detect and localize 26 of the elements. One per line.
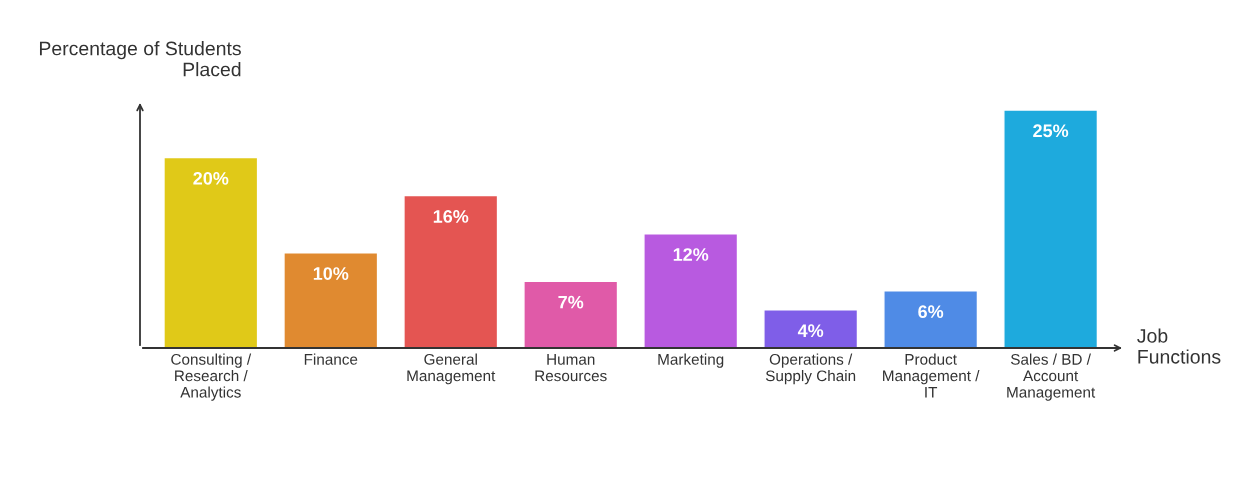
x-tick-label: Consulting / Research / Analytics <box>171 353 252 401</box>
bar <box>403 194 499 348</box>
data-label: 12% <box>673 248 709 261</box>
bar <box>643 233 739 348</box>
data-label: 25% <box>1033 124 1069 138</box>
data-label: 16% <box>433 210 469 223</box>
data-label: 7% <box>558 295 584 309</box>
x-tick-label: Sales / BD / Account Management <box>1007 353 1096 401</box>
bar <box>523 280 619 348</box>
x-axis-title: Job Functions <box>1137 328 1221 364</box>
data-label: 6% <box>918 305 944 319</box>
bar <box>883 290 979 348</box>
data-label: 4% <box>797 324 824 338</box>
x-tick-label: Product Management / IT <box>883 353 980 398</box>
bar <box>763 309 859 348</box>
data-label: 20% <box>193 171 229 185</box>
x-tick-label: Human Resources <box>535 354 607 382</box>
x-tick-label: General Management <box>407 353 496 385</box>
x-tick-label: Finance <box>304 353 358 365</box>
bar <box>163 156 259 348</box>
x-tick-label: Operations / Supply Chain <box>765 353 856 385</box>
bar <box>1003 109 1099 348</box>
bar <box>283 252 379 348</box>
x-tick-label: Marketing <box>658 353 724 368</box>
y-axis-title: Percentage of Students Placed <box>39 41 241 77</box>
data-label: 10% <box>313 267 349 280</box>
